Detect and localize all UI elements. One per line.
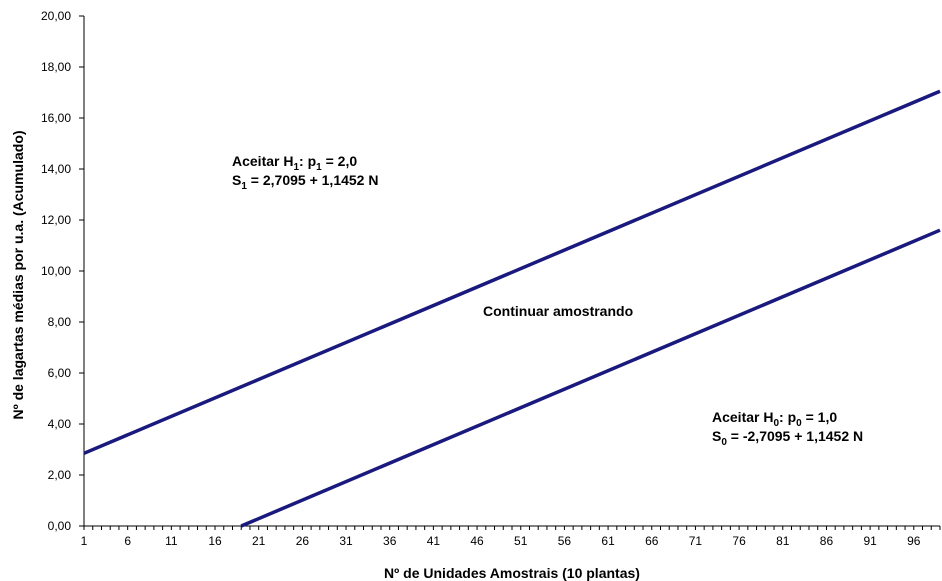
lower-decision-line (240, 228, 941, 528)
upper-decision-line (83, 89, 941, 455)
x-tick-labels: 1 6 11 16 21 26 31 36 41 46 51 56 61 66 71 76 81 86 91 96 (81, 534, 921, 548)
x-tick-label: 76 (732, 534, 746, 548)
x-tick-label: 41 (427, 534, 441, 548)
y-tick-label: 20,00 (41, 9, 71, 23)
y-tick-label: 10,00 (41, 264, 71, 278)
x-tick-label: 91 (863, 534, 877, 548)
x-tick-label: 21 (252, 534, 266, 548)
y-tick-label: 14,00 (41, 162, 71, 176)
h1-equation-label: S1 = 2,7095 + 1,1452 N (232, 172, 378, 192)
x-tick-label: 71 (689, 534, 703, 548)
x-tick-label: 86 (820, 534, 834, 548)
x-tick-label: 1 (81, 534, 88, 548)
x-tick-label: 31 (339, 534, 353, 548)
y-axis-title: Nº de lagartas médias por u.a. (Acumulad… (10, 130, 26, 419)
x-tick-label: 66 (645, 534, 659, 548)
x-tick-label: 11 (165, 534, 178, 548)
x-tick-label: 16 (208, 534, 222, 548)
y-tick-label: 8,00 (48, 315, 72, 329)
h0-accept-label: Aceitar H0: p0 = 1,0 (712, 409, 837, 429)
x-tick-label: 61 (601, 534, 615, 548)
y-tick-label: 2,00 (48, 468, 72, 482)
x-tick-label: 81 (776, 534, 790, 548)
y-ticks (79, 15, 84, 527)
h0-equation-label: S0 = -2,7095 + 1,1452 N (712, 428, 863, 448)
x-tick-label: 36 (383, 534, 397, 548)
continue-sampling-label: Continuar amostrando (483, 303, 633, 319)
series-lines (83, 89, 941, 528)
x-tick-label: 96 (907, 534, 921, 548)
x-axis-title: Nº de Unidades Amostrais (10 plantas) (384, 565, 640, 581)
y-tick-label: 16,00 (41, 111, 71, 125)
y-tick-label: 12,00 (41, 213, 71, 227)
y-tick-label: 6,00 (48, 366, 72, 380)
y-tick-label: 0,00 (48, 519, 72, 533)
h1-accept-label: Aceitar H1: p1 = 2,0 (232, 153, 357, 173)
y-tick-label: 4,00 (48, 417, 72, 431)
y-tick-label: 18,00 (41, 60, 71, 74)
x-minor-ticks (83, 526, 941, 530)
x-tick-label: 46 (470, 534, 484, 548)
plot-area: 1 6 11 16 21 26 31 36 41 46 51 56 61 66 71 76 81 86 91 96 0… (41, 9, 941, 548)
x-tick-label: 26 (296, 534, 310, 548)
y-tick-labels: 0,00 2,00 4,00 6,00 8,00 10,00 12,00 14,00 16,00… (41, 9, 71, 533)
x-tick-label: 51 (514, 534, 528, 548)
x-tick-label: 6 (124, 534, 131, 548)
x-tick-label: 56 (558, 534, 572, 548)
